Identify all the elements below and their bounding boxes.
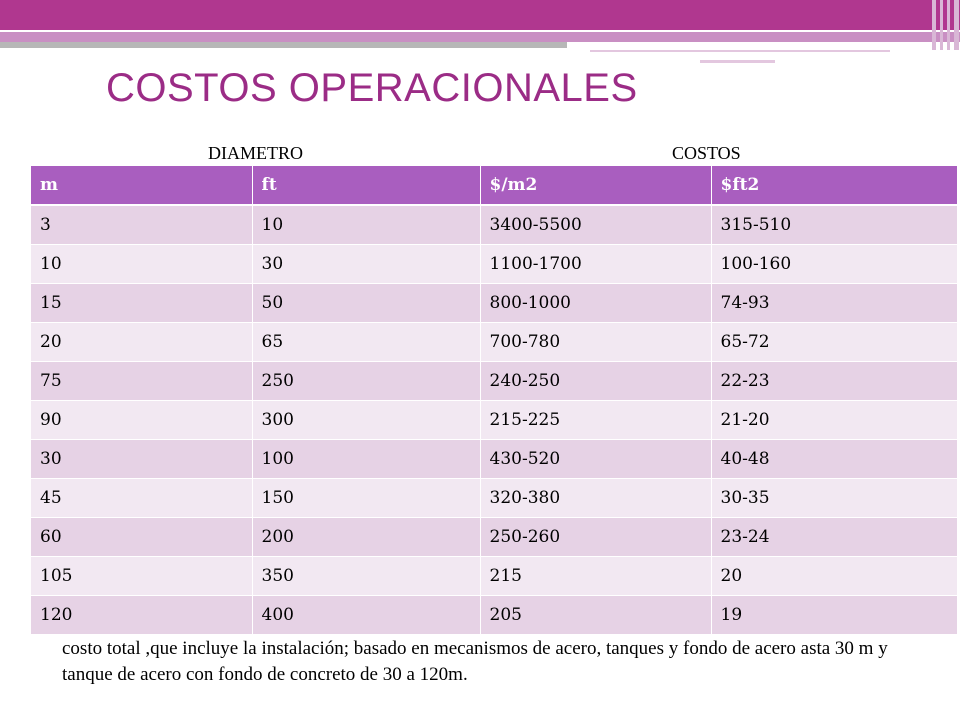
table-row: 10 30 1100-1700 100-160 xyxy=(31,244,958,284)
table-cell: 240-250 xyxy=(480,361,712,401)
table-cell: 350 xyxy=(252,556,481,596)
table-cell: 74-93 xyxy=(711,283,958,323)
table-header-row: m ft $/m2 $ft2 xyxy=(31,166,958,206)
page-title: COSTOS OPERACIONALES xyxy=(106,66,638,110)
table-cell: 100-160 xyxy=(711,244,958,284)
costs-group-label: COSTOS xyxy=(672,143,741,163)
table-cell: 320-380 xyxy=(480,478,712,518)
header-band-light xyxy=(0,32,960,42)
table-row: 60 200 250-260 23-24 xyxy=(31,517,958,557)
table-cell: 45 xyxy=(31,478,253,518)
table-cell: 315-510 xyxy=(711,205,958,245)
table-cell: 3400-5500 xyxy=(480,205,712,245)
decorative-line xyxy=(0,30,960,32)
table-cell: 15 xyxy=(31,283,253,323)
table-cell: 20 xyxy=(711,556,958,596)
table-cell: 800-1000 xyxy=(480,283,712,323)
table-cell: 65 xyxy=(252,322,481,362)
table-cell: 1100-1700 xyxy=(480,244,712,284)
table-cell: 700-780 xyxy=(480,322,712,362)
table-cell: 10 xyxy=(31,244,253,284)
table-cell: 22-23 xyxy=(711,361,958,401)
table-cell: 50 xyxy=(252,283,481,323)
table-cell: 30 xyxy=(252,244,481,284)
decorative-line xyxy=(700,60,775,63)
diameter-group-label: DIAMETRO xyxy=(208,143,303,163)
table-cell: 65-72 xyxy=(711,322,958,362)
table-cell: 400 xyxy=(252,595,481,635)
table-cell: 430-520 xyxy=(480,439,712,479)
costs-table: m ft $/m2 $ft2 3 10 3400-5500 315-510 10 30 11… xyxy=(31,166,958,635)
header-band xyxy=(0,0,960,32)
table-row: 90 300 215-225 21-20 xyxy=(31,400,958,440)
table-cell: 30-35 xyxy=(711,478,958,518)
table-cell: 120 xyxy=(31,595,253,635)
table-cell: 10 xyxy=(252,205,481,245)
decorative-line xyxy=(590,50,890,52)
table-cell: 215 xyxy=(480,556,712,596)
column-header-cost-ft2: $ft2 xyxy=(711,166,958,206)
footnote: costo total ,que incluye la instalación;… xyxy=(62,638,888,685)
table-cell: 20 xyxy=(31,322,253,362)
table-cell: 23-24 xyxy=(711,517,958,557)
table-cell: 105 xyxy=(31,556,253,596)
column-header-m: m xyxy=(31,166,253,206)
decorative-strip xyxy=(0,42,567,48)
table-cell: 150 xyxy=(252,478,481,518)
table-row: 15 50 800-1000 74-93 xyxy=(31,283,958,323)
table-cell: 100 xyxy=(252,439,481,479)
table-cell: 21-20 xyxy=(711,400,958,440)
decorative-line xyxy=(567,42,960,50)
column-header-ft: ft xyxy=(252,166,481,206)
table-row: 75 250 240-250 22-23 xyxy=(31,361,958,401)
table-cell: 60 xyxy=(31,517,253,557)
table-cell: 19 xyxy=(711,595,958,635)
table-row: 20 65 700-780 65-72 xyxy=(31,322,958,362)
table-cell: 200 xyxy=(252,517,481,557)
table-row: 3 10 3400-5500 315-510 xyxy=(31,205,958,245)
table-cell: 30 xyxy=(31,439,253,479)
table-row: 120 400 205 19 xyxy=(31,595,958,635)
table-cell: 215-225 xyxy=(480,400,712,440)
table-row: 30 100 430-520 40-48 xyxy=(31,439,958,479)
table-cell: 300 xyxy=(252,400,481,440)
table-cell: 205 xyxy=(480,595,712,635)
table-cell: 250-260 xyxy=(480,517,712,557)
table-cell: 40-48 xyxy=(711,439,958,479)
column-header-cost-m2: $/m2 xyxy=(480,166,712,206)
table-cell: 90 xyxy=(31,400,253,440)
table-row: 105 350 215 20 xyxy=(31,556,958,596)
decorative-bars xyxy=(930,0,960,50)
table-row: 45 150 320-380 30-35 xyxy=(31,478,958,518)
table-cell: 3 xyxy=(31,205,253,245)
table-cell: 250 xyxy=(252,361,481,401)
table-body: 3 10 3400-5500 315-510 10 30 1100-1700 100-160 1… xyxy=(31,205,958,635)
table-cell: 75 xyxy=(31,361,253,401)
